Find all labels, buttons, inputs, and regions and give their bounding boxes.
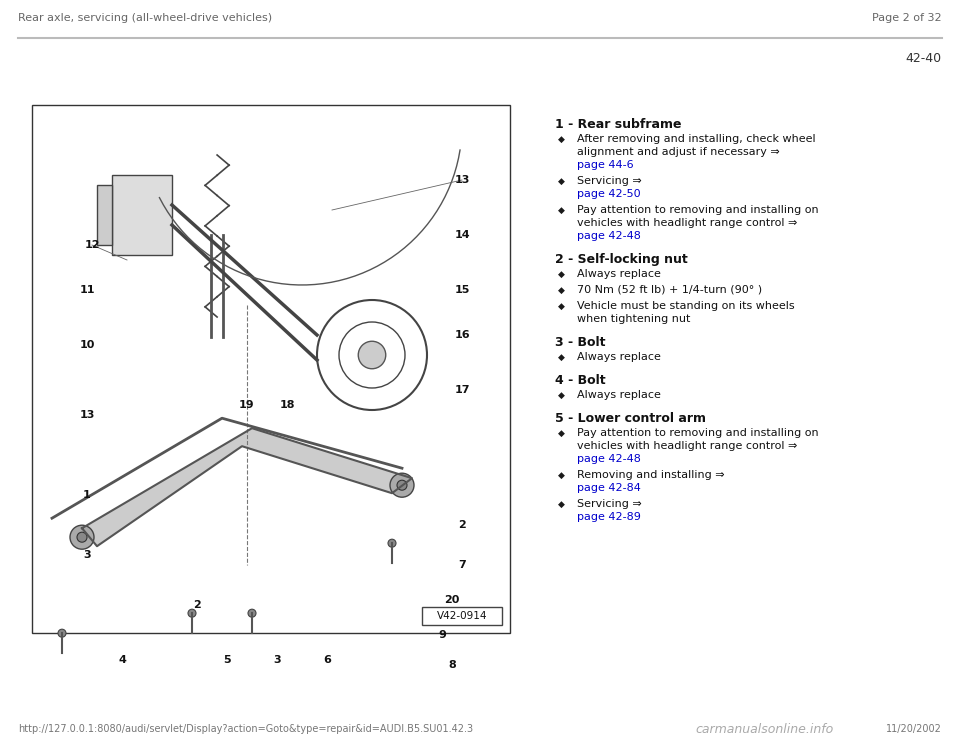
Text: page 42-50: page 42-50 [577,189,640,199]
Text: 16: 16 [454,330,469,340]
Circle shape [77,532,87,542]
Text: carmanualsonline.info: carmanualsonline.info [695,723,833,736]
Circle shape [58,629,66,637]
Text: Always replace: Always replace [577,390,660,400]
Bar [32,105,510,633]
Text: Pay attention to removing and installing on: Pay attention to removing and installing… [577,428,819,438]
Text: 7: 7 [458,560,466,570]
Text: 11/20/2002: 11/20/2002 [886,724,942,734]
Text: 4: 4 [118,655,126,665]
Text: ◆: ◆ [558,270,564,279]
Bar [112,175,172,255]
Text: vehicles with headlight range control ⇒: vehicles with headlight range control ⇒ [577,441,798,451]
Circle shape [358,341,386,369]
Circle shape [248,609,256,617]
Text: 4 - Bolt: 4 - Bolt [555,374,606,387]
Text: when tightening nut: when tightening nut [577,314,690,324]
Text: 5: 5 [223,655,230,665]
Circle shape [397,480,407,490]
Text: 20: 20 [444,595,460,605]
Text: Vehicle must be standing on its wheels: Vehicle must be standing on its wheels [577,301,795,311]
Text: 2 - Self-locking nut: 2 - Self-locking nut [555,253,687,266]
Text: alignment and adjust if necessary ⇒: alignment and adjust if necessary ⇒ [577,147,780,157]
Text: page 42-89: page 42-89 [577,512,641,522]
Text: 3 - Bolt: 3 - Bolt [555,336,606,349]
Text: 8: 8 [448,660,456,670]
Text: Rear axle, servicing (all-wheel-drive vehicles): Rear axle, servicing (all-wheel-drive ve… [18,13,272,23]
Text: 13: 13 [454,175,469,185]
Text: 1: 1 [84,490,91,500]
Text: 9: 9 [438,630,446,640]
Text: page 42-48: page 42-48 [577,454,641,464]
Text: 15: 15 [454,285,469,295]
Text: ◆: ◆ [558,206,564,215]
Text: Servicing ⇒: Servicing ⇒ [577,499,641,509]
Text: Servicing ⇒: Servicing ⇒ [577,176,641,186]
Text: http://127.0.0.1:8080/audi/servlet/Display?action=Goto&type=repair&id=AUDI.B5.SU: http://127.0.0.1:8080/audi/servlet/Displ… [18,724,473,734]
Circle shape [388,539,396,547]
Text: Always replace: Always replace [577,269,660,279]
Text: 6: 6 [324,655,331,665]
Bar [97,185,112,245]
Circle shape [390,473,414,497]
Text: 3: 3 [84,550,91,560]
Text: 70 Nm (52 ft lb) + 1/4-turn (90° ): 70 Nm (52 ft lb) + 1/4-turn (90° ) [577,285,762,295]
Text: page 42-84: page 42-84 [577,483,641,493]
Text: Page 2 of 32: Page 2 of 32 [873,13,942,23]
Text: 3: 3 [274,655,281,665]
Text: ◆: ◆ [558,429,564,438]
Text: 17: 17 [454,385,469,395]
Text: ◆: ◆ [558,391,564,400]
Text: Removing and installing ⇒: Removing and installing ⇒ [577,470,725,480]
Text: 1 - Rear subframe: 1 - Rear subframe [555,118,682,131]
Text: 13: 13 [80,410,95,420]
Text: 10: 10 [80,340,95,350]
Polygon shape [82,428,412,546]
Text: Pay attention to removing and installing on: Pay attention to removing and installing… [577,205,819,215]
Text: 2: 2 [193,600,201,610]
Text: ◆: ◆ [558,500,564,509]
Text: vehicles with headlight range control ⇒: vehicles with headlight range control ⇒ [577,218,798,228]
Text: ◆: ◆ [558,353,564,362]
Text: 14: 14 [454,230,469,240]
Text: ◆: ◆ [558,471,564,480]
Circle shape [70,525,94,549]
Text: 42-40: 42-40 [906,52,942,65]
Text: 5 - Lower control arm: 5 - Lower control arm [555,412,706,425]
Text: 12: 12 [84,240,100,250]
Text: page 44-6: page 44-6 [577,160,634,170]
Text: 2: 2 [458,520,466,530]
Text: ◆: ◆ [558,286,564,295]
Text: 19: 19 [239,400,254,410]
Bar [422,607,502,625]
Text: ◆: ◆ [558,177,564,186]
Circle shape [188,609,196,617]
Text: page 42-48: page 42-48 [577,231,641,241]
Text: 11: 11 [80,285,95,295]
Text: V42-0914: V42-0914 [437,611,488,621]
Text: 18: 18 [279,400,295,410]
Text: Always replace: Always replace [577,352,660,362]
Text: ◆: ◆ [558,302,564,311]
Text: After removing and installing, check wheel: After removing and installing, check whe… [577,134,816,144]
Text: ◆: ◆ [558,135,564,144]
